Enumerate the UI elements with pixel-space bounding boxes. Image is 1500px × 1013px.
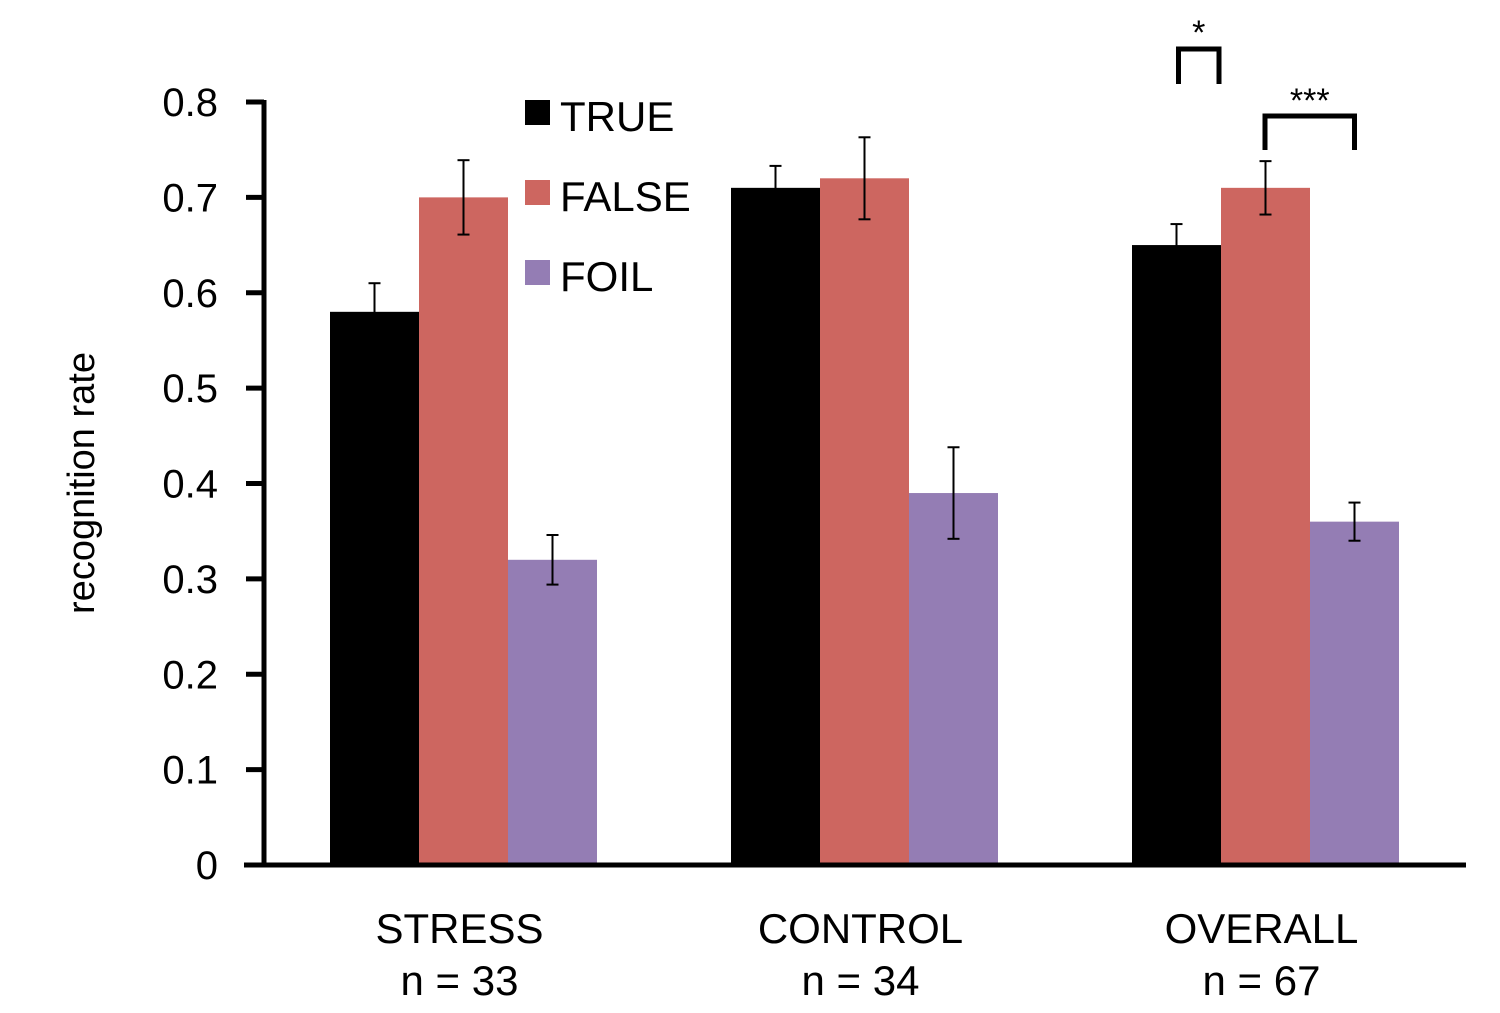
significance-bracket bbox=[1262, 113, 1357, 150]
significance-label: *** bbox=[1290, 82, 1330, 120]
bar-control-false bbox=[820, 178, 909, 866]
y-ticks-group: 0 0.1 0.2 0.3 0.4 0.5 0.6 0.7 0.8 bbox=[162, 81, 264, 888]
legend-label-false: FALSE bbox=[560, 173, 691, 220]
x-labels-group: STRESS n = 33 CONTROL n = 34 OVERALL n = 67 bbox=[375, 905, 1358, 1004]
bar-overall-foil bbox=[1310, 521, 1399, 865]
bar-control-true bbox=[731, 187, 820, 865]
y-tick-label: 0.3 bbox=[162, 558, 218, 602]
significance-group: **** bbox=[1176, 14, 1357, 150]
category-n-label: n = 67 bbox=[1203, 957, 1321, 1004]
bar-overall-false bbox=[1221, 187, 1310, 865]
y-tick-label: 0.6 bbox=[162, 272, 218, 316]
y-tick-label: 0.8 bbox=[162, 81, 218, 125]
category-n-label: n = 34 bbox=[802, 957, 920, 1004]
legend-swatch-true bbox=[525, 100, 550, 125]
category-label: OVERALL bbox=[1165, 905, 1359, 952]
category-n-label: n = 33 bbox=[401, 957, 519, 1004]
bar-stress-false bbox=[419, 197, 508, 865]
y-tick-label: 0.1 bbox=[162, 749, 218, 793]
bar-control-foil bbox=[909, 493, 998, 865]
legend-swatch-foil bbox=[525, 260, 550, 285]
bar-stress-foil bbox=[508, 559, 597, 865]
error-bars-group bbox=[368, 136, 1361, 586]
legend-label-foil: FOIL bbox=[560, 253, 653, 300]
category-label: STRESS bbox=[375, 905, 543, 952]
y-tick-label: 0.5 bbox=[162, 367, 218, 411]
y-tick-label: 0.4 bbox=[162, 463, 218, 507]
y-axis-title: recognition rate bbox=[61, 352, 103, 614]
category-label: CONTROL bbox=[758, 905, 963, 952]
bar-overall-true bbox=[1132, 245, 1221, 865]
legend: TRUE FALSE FOIL bbox=[525, 93, 691, 300]
legend-label-true: TRUE bbox=[560, 93, 674, 140]
significance-label: * bbox=[1192, 14, 1205, 52]
bar-stress-true bbox=[330, 311, 419, 865]
y-tick-label: 0.2 bbox=[162, 653, 218, 697]
y-tick-label: 0.7 bbox=[162, 176, 218, 220]
significance-bracket bbox=[1176, 46, 1222, 84]
bars-group bbox=[330, 178, 1399, 866]
y-tick-label: 0 bbox=[196, 844, 218, 888]
legend-swatch-false bbox=[525, 180, 550, 205]
